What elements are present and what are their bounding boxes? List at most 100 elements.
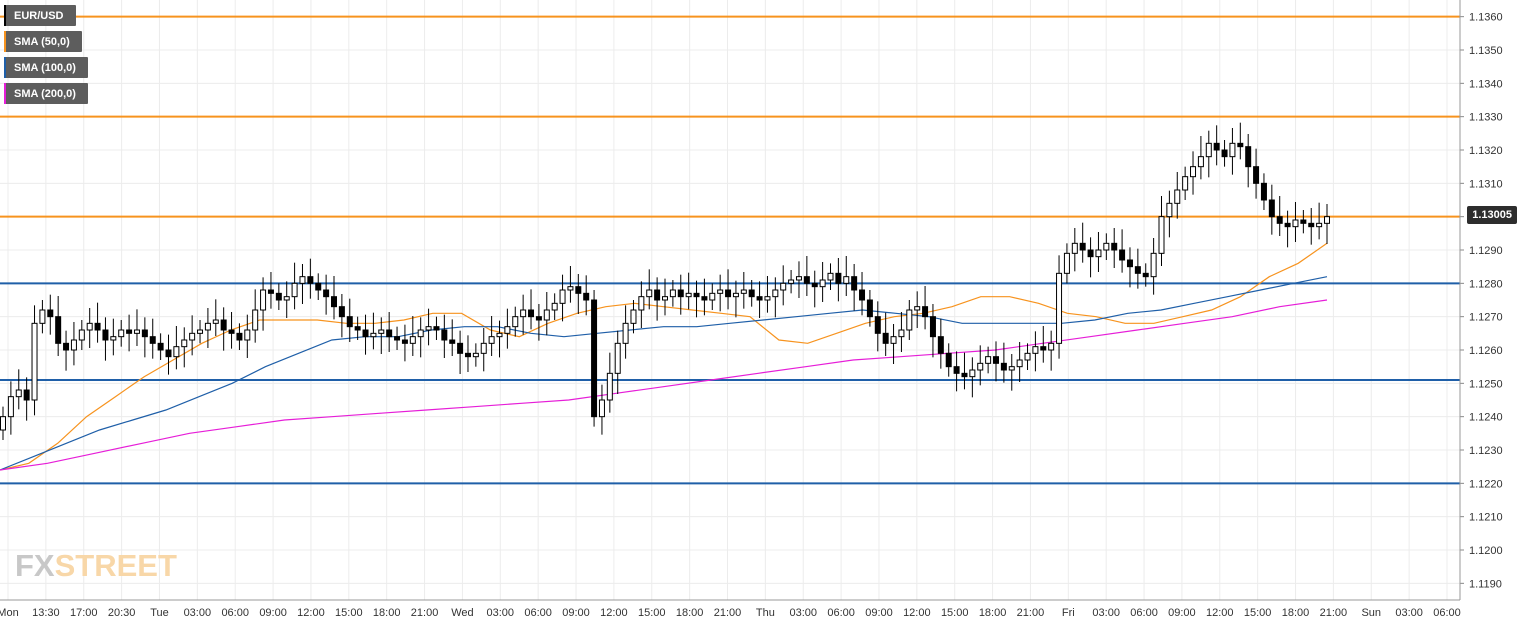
- candle: [252, 289, 259, 343]
- candle: [1119, 229, 1126, 273]
- candle-body: [1119, 249, 1126, 261]
- candle-body: [1095, 249, 1102, 258]
- candle: [528, 289, 535, 330]
- sma-100-line: [0, 276, 1328, 471]
- candle-body: [78, 329, 85, 341]
- candle: [543, 292, 550, 336]
- candle-body: [890, 336, 897, 344]
- candle: [701, 278, 708, 316]
- candle: [1008, 354, 1015, 391]
- candle: [378, 317, 385, 354]
- candle: [1253, 148, 1260, 199]
- candle-body: [859, 289, 866, 301]
- candle-body: [7, 396, 14, 418]
- x-tick-label: 18:00: [979, 607, 1007, 619]
- candle-body: [1008, 366, 1015, 371]
- candle: [78, 320, 85, 350]
- candle-body: [1166, 202, 1173, 218]
- candle: [811, 270, 818, 308]
- candle-body: [961, 372, 968, 378]
- candle: [859, 272, 866, 316]
- candle-body: [110, 336, 117, 341]
- x-tick-label: 12:00: [1206, 607, 1234, 619]
- candle: [228, 312, 235, 349]
- y-tick-label: 1.1250: [1469, 378, 1503, 390]
- candle: [401, 324, 408, 362]
- candle: [331, 276, 337, 320]
- candle-body: [638, 296, 645, 311]
- candle-body: [803, 276, 810, 284]
- candle: [937, 318, 944, 369]
- candle-body: [977, 362, 984, 371]
- candle: [559, 274, 566, 322]
- candle: [1087, 237, 1094, 278]
- candle: [1237, 122, 1244, 160]
- candle: [1284, 210, 1291, 248]
- candle: [496, 320, 503, 358]
- candle-body: [748, 289, 755, 298]
- candle-body: [606, 372, 613, 401]
- candle-body: [1032, 346, 1039, 354]
- last-price-tag: 1.13005: [1467, 206, 1517, 224]
- candle-body: [772, 289, 779, 298]
- candle: [575, 274, 582, 314]
- candle: [803, 256, 810, 296]
- candle-body: [851, 276, 858, 291]
- candle: [449, 319, 456, 356]
- candle: [94, 302, 101, 343]
- legend-item-sma-100[interactable]: SMA (100,0): [4, 57, 88, 78]
- candle: [181, 327, 188, 368]
- candle-body: [898, 329, 905, 338]
- candle: [86, 308, 93, 348]
- candle: [425, 308, 432, 346]
- x-tick-label: 03:00: [487, 607, 515, 619]
- candle-body: [811, 282, 818, 288]
- x-tick-label: 09:00: [1168, 607, 1196, 619]
- candle-body: [433, 326, 440, 331]
- candle: [638, 281, 645, 328]
- candle: [1040, 326, 1047, 363]
- candle: [890, 324, 897, 364]
- candle: [126, 314, 133, 352]
- x-tick-label: 21:00: [714, 607, 742, 619]
- candle: [1229, 128, 1236, 175]
- y-tick-label: 1.1270: [1469, 312, 1503, 324]
- legend-label: SMA (100,0): [14, 61, 76, 74]
- candle-body: [740, 289, 747, 294]
- candle-body: [307, 276, 314, 284]
- candle-body: [157, 342, 164, 351]
- x-tick-label: 13:30: [32, 607, 60, 619]
- candle-body: [1087, 249, 1094, 258]
- x-tick-label: Thu: [756, 607, 775, 619]
- candle: [1071, 228, 1078, 272]
- candle: [1213, 125, 1220, 166]
- legend-item-sma-200[interactable]: SMA (200,0): [4, 83, 88, 104]
- candle-body: [55, 316, 62, 344]
- candle-body: [315, 282, 322, 291]
- candle: [669, 280, 676, 307]
- y-tick-label: 1.1320: [1469, 145, 1503, 157]
- y-tick-label: 1.1200: [1469, 545, 1503, 557]
- candle: [197, 320, 204, 344]
- candle-body: [717, 289, 724, 294]
- legend-item-sma-50[interactable]: SMA (50,0): [4, 31, 82, 52]
- legend-item-eurusd[interactable]: EUR/USD: [4, 5, 76, 26]
- candle-body: [1190, 166, 1197, 178]
- candle: [102, 317, 109, 361]
- candle: [756, 281, 763, 318]
- candle: [1205, 130, 1212, 178]
- candle-body: [882, 332, 889, 344]
- candle: [323, 274, 330, 315]
- x-tick-label: Mon: [0, 607, 19, 619]
- candle-body: [1158, 216, 1165, 254]
- candle-body: [1000, 362, 1007, 371]
- candle: [819, 262, 826, 302]
- x-tick-label: 09:00: [865, 607, 893, 619]
- candle-body: [1126, 259, 1133, 268]
- candle: [520, 294, 527, 335]
- logo-street: STREET: [54, 548, 177, 583]
- candle: [1079, 222, 1086, 263]
- candle: [985, 346, 992, 374]
- sma-200-line: [0, 299, 1328, 471]
- candle-body: [1111, 242, 1118, 251]
